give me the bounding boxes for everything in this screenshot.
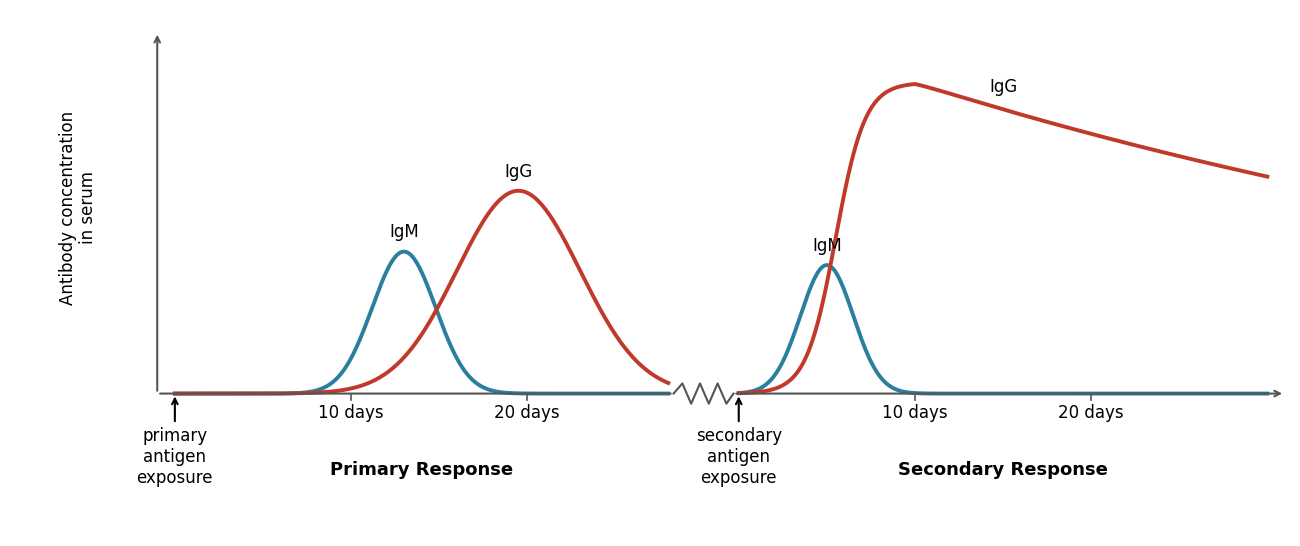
Text: IgG: IgG	[504, 163, 533, 181]
Text: IgM: IgM	[812, 237, 841, 255]
Text: Secondary Response: Secondary Response	[898, 461, 1108, 479]
Text: 10 days: 10 days	[883, 403, 948, 422]
Text: IgM: IgM	[389, 223, 419, 241]
Text: secondary
antigen
exposure: secondary antigen exposure	[696, 428, 781, 487]
Text: 10 days: 10 days	[318, 403, 384, 422]
Text: IgG: IgG	[989, 78, 1017, 96]
Text: primary
antigen
exposure: primary antigen exposure	[136, 428, 213, 487]
Text: Primary Response: Primary Response	[330, 461, 514, 479]
Text: 20 days: 20 days	[1058, 403, 1124, 422]
Text: Antibody concentration
in serum: Antibody concentration in serum	[58, 111, 98, 305]
Text: 20 days: 20 days	[494, 403, 560, 422]
